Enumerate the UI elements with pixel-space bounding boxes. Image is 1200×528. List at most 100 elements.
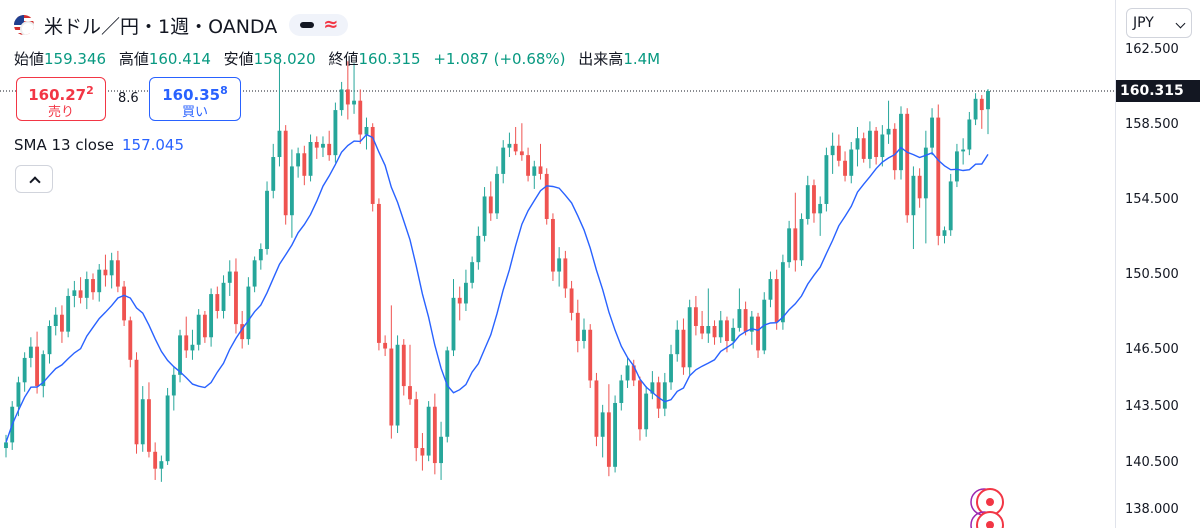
candle[interactable] [66, 288, 71, 338]
candle[interactable] [277, 63, 282, 167]
candle[interactable] [588, 324, 593, 388]
candle[interactable] [153, 442, 158, 480]
candle[interactable] [78, 277, 83, 304]
candle[interactable] [830, 132, 835, 174]
candle[interactable] [575, 299, 580, 353]
candle[interactable] [28, 337, 33, 368]
candle[interactable] [234, 258, 238, 334]
candle[interactable] [122, 280, 127, 326]
candle[interactable] [569, 280, 574, 321]
candle[interactable] [961, 138, 966, 165]
candle[interactable] [836, 134, 841, 167]
candle[interactable] [532, 160, 537, 189]
candle[interactable] [880, 125, 885, 167]
candle[interactable] [526, 147, 531, 182]
candle[interactable] [321, 136, 325, 158]
candle[interactable] [606, 384, 611, 477]
candle[interactable] [227, 260, 232, 296]
candle[interactable] [849, 142, 854, 184]
candle[interactable] [706, 288, 711, 343]
candle[interactable] [457, 286, 462, 321]
candle[interactable] [737, 288, 742, 332]
candle[interactable] [787, 220, 792, 268]
candlestick-plot[interactable] [0, 0, 1115, 528]
candle[interactable] [899, 106, 903, 180]
candle[interactable] [936, 104, 941, 246]
candle[interactable] [439, 421, 443, 480]
candle[interactable] [986, 89, 990, 135]
candle[interactable] [196, 309, 201, 351]
candle[interactable] [178, 329, 182, 383]
candle[interactable] [289, 149, 294, 238]
candle[interactable] [923, 130, 928, 244]
alert-target-icon[interactable] [976, 511, 1004, 528]
candle[interactable] [700, 310, 705, 340]
candle[interactable] [53, 307, 58, 336]
candle[interactable] [892, 123, 897, 180]
candle[interactable] [631, 359, 636, 387]
candle[interactable] [507, 132, 512, 158]
candle[interactable] [979, 95, 984, 129]
candle[interactable] [408, 344, 412, 405]
candle[interactable] [265, 181, 269, 255]
candle[interactable] [774, 269, 779, 330]
candle[interactable] [712, 320, 717, 345]
candle[interactable] [874, 126, 879, 165]
candle[interactable] [470, 256, 475, 289]
candle[interactable] [843, 151, 847, 182]
candle[interactable] [308, 134, 313, 182]
candle[interactable] [749, 310, 754, 345]
candle[interactable] [364, 117, 369, 150]
candle[interactable] [184, 316, 189, 358]
candle[interactable] [296, 147, 301, 178]
candle[interactable] [551, 213, 555, 281]
candle[interactable] [345, 61, 350, 120]
candle[interactable] [109, 252, 114, 289]
candle[interactable] [41, 350, 46, 398]
candle[interactable] [594, 372, 599, 447]
candle[interactable] [930, 108, 934, 156]
candle[interactable] [221, 275, 226, 319]
candle[interactable] [314, 136, 319, 159]
candle[interactable] [563, 250, 568, 298]
candle[interactable] [495, 166, 499, 219]
candle[interactable] [463, 269, 468, 311]
candle[interactable] [445, 346, 450, 443]
candle[interactable] [395, 335, 400, 434]
candle[interactable] [718, 310, 723, 343]
candle[interactable] [693, 295, 698, 336]
candle[interactable] [128, 316, 133, 368]
candle[interactable] [358, 89, 363, 144]
candle[interactable] [911, 166, 916, 250]
candle[interactable] [662, 372, 667, 417]
candle[interactable] [619, 374, 624, 411]
candle[interactable] [625, 357, 630, 388]
candle[interactable] [35, 331, 40, 394]
candle[interactable] [805, 175, 810, 225]
candle[interactable] [283, 125, 288, 225]
candle[interactable] [818, 196, 823, 236]
candle[interactable] [650, 371, 655, 400]
candle[interactable] [209, 288, 214, 347]
candle[interactable] [582, 318, 586, 349]
candle[interactable] [861, 132, 866, 163]
candle[interactable] [4, 434, 8, 458]
candle[interactable] [613, 395, 618, 473]
candle[interactable] [855, 126, 860, 167]
candle[interactable] [271, 143, 276, 199]
candle[interactable] [376, 198, 381, 351]
candle[interactable] [756, 312, 760, 358]
candle[interactable] [333, 102, 338, 163]
sell-button[interactable]: 160.272 売り [16, 77, 106, 121]
candle[interactable] [72, 280, 77, 308]
candle[interactable] [501, 140, 506, 184]
candle[interactable] [638, 376, 642, 441]
symbol-title[interactable]: 米ドル／円・1週・OANDA [44, 15, 278, 38]
candle[interactable] [544, 168, 549, 225]
candle[interactable] [886, 100, 891, 144]
candle[interactable] [202, 310, 207, 343]
candle[interactable] [538, 143, 543, 180]
candle[interactable] [426, 401, 431, 462]
candle[interactable] [147, 382, 151, 458]
candle[interactable] [401, 339, 406, 396]
